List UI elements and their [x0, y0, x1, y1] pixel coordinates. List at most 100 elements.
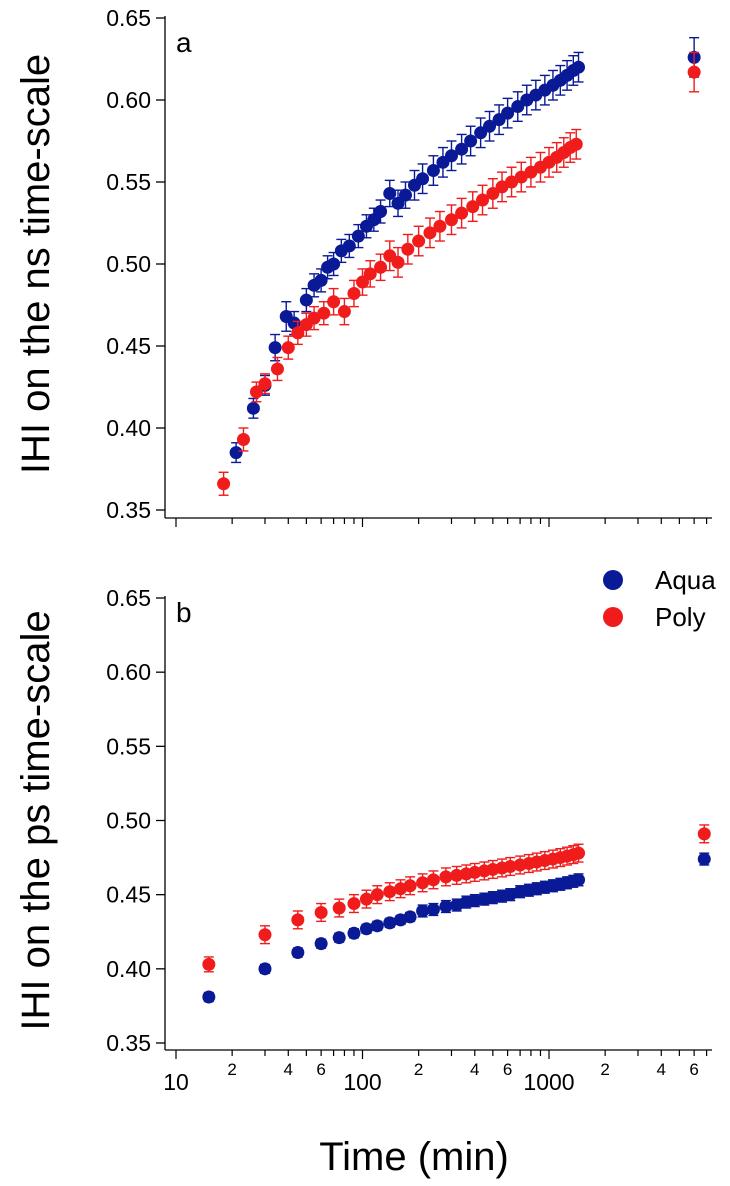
data-point	[291, 326, 305, 340]
data-point	[347, 897, 361, 911]
data-point	[370, 888, 384, 902]
data-point	[439, 870, 453, 884]
data-point	[423, 226, 437, 240]
data-point	[374, 205, 388, 219]
data-point	[229, 446, 243, 460]
data-point	[511, 100, 525, 114]
data-point	[236, 432, 250, 446]
data-point	[697, 827, 711, 841]
data-point	[495, 180, 509, 194]
x-minor-tick-label: 4	[284, 1060, 293, 1079]
data-point	[391, 255, 405, 269]
data-point	[314, 273, 328, 287]
data-point	[444, 149, 458, 163]
legend: Aqua Poly	[603, 565, 716, 632]
data-point	[202, 990, 216, 1004]
data-point	[258, 928, 272, 942]
data-point	[332, 931, 346, 945]
data-point	[270, 362, 284, 376]
data-point	[514, 170, 528, 184]
data-point	[444, 213, 458, 227]
data-point	[505, 175, 519, 189]
data-point	[572, 846, 586, 860]
y-tick-label: 0.35	[106, 497, 151, 523]
data-point	[416, 904, 430, 918]
data-point	[426, 164, 440, 178]
x-minor-tick-label: 6	[503, 1060, 512, 1079]
data-point	[374, 260, 388, 274]
x-minor-tick-label: 4	[470, 1060, 479, 1079]
data-point	[291, 946, 305, 960]
data-point	[383, 916, 397, 930]
data-point	[356, 275, 369, 289]
series-poly	[217, 51, 701, 496]
y-tick-label: 0.50	[106, 251, 151, 277]
y-tick-label: 0.45	[106, 882, 151, 908]
data-point	[314, 905, 328, 919]
data-point	[217, 477, 231, 491]
data-point	[503, 888, 517, 902]
data-point	[258, 962, 272, 976]
panel-letter: b	[176, 597, 192, 628]
data-point	[363, 267, 377, 281]
data-point	[426, 873, 440, 887]
series-aqua	[202, 852, 711, 1004]
data-point	[347, 926, 361, 940]
data-point	[503, 859, 517, 873]
x-tick-label: 100	[343, 1069, 381, 1095]
data-point	[359, 922, 373, 936]
data-point	[501, 106, 515, 120]
legend-marker-aqua	[603, 570, 623, 590]
y-tick-label: 0.40	[106, 415, 151, 441]
data-point	[412, 234, 426, 248]
data-point	[416, 876, 430, 890]
y-tick-label: 0.55	[106, 169, 151, 195]
x-tick-label: 1000	[523, 1069, 574, 1095]
legend-label-poly: Poly	[655, 602, 706, 632]
x-minor-tick-label: 6	[689, 1060, 698, 1079]
y-tick-label: 0.60	[106, 659, 151, 685]
legend-marker-poly	[603, 607, 623, 627]
data-point	[317, 306, 331, 320]
data-point	[401, 242, 415, 256]
data-point	[572, 873, 586, 887]
data-point	[249, 385, 263, 399]
data-point	[281, 341, 295, 355]
data-point	[464, 134, 478, 148]
data-point	[383, 885, 397, 899]
x-minor-tick-label: 4	[657, 1060, 666, 1079]
data-point	[439, 900, 453, 914]
data-point	[202, 957, 216, 971]
y-tick-label: 0.35	[106, 1030, 151, 1056]
data-point	[476, 193, 490, 207]
y-axis-title: IHI on the ns time-scale	[14, 54, 58, 474]
data-point	[486, 186, 500, 200]
y-tick-label: 0.45	[106, 333, 151, 359]
series-aqua	[229, 36, 701, 464]
data-point	[398, 188, 412, 202]
x-minor-tick-label: 2	[227, 1060, 236, 1079]
data-point	[327, 257, 341, 271]
data-point	[351, 229, 365, 243]
data-point	[468, 865, 482, 879]
y-tick-label: 0.50	[106, 808, 151, 834]
data-point	[416, 172, 430, 186]
data-point	[347, 287, 361, 301]
data-point	[474, 126, 488, 140]
data-point	[307, 311, 321, 325]
data-point	[246, 401, 260, 415]
data-point	[455, 206, 469, 220]
data-point	[687, 65, 701, 79]
data-point	[370, 919, 384, 933]
data-point	[572, 60, 586, 74]
data-point	[332, 901, 346, 915]
panel-a: 0.35 0.40 0.45 0.50 0.55 0.60 0.65 IHI on the n…	[14, 5, 712, 527]
x-minor-tick-label: 2	[414, 1060, 423, 1079]
data-point	[327, 295, 341, 309]
data-point	[524, 165, 538, 179]
data-point	[433, 219, 447, 233]
x-tick-label: 10	[163, 1069, 189, 1095]
data-point	[359, 892, 373, 906]
